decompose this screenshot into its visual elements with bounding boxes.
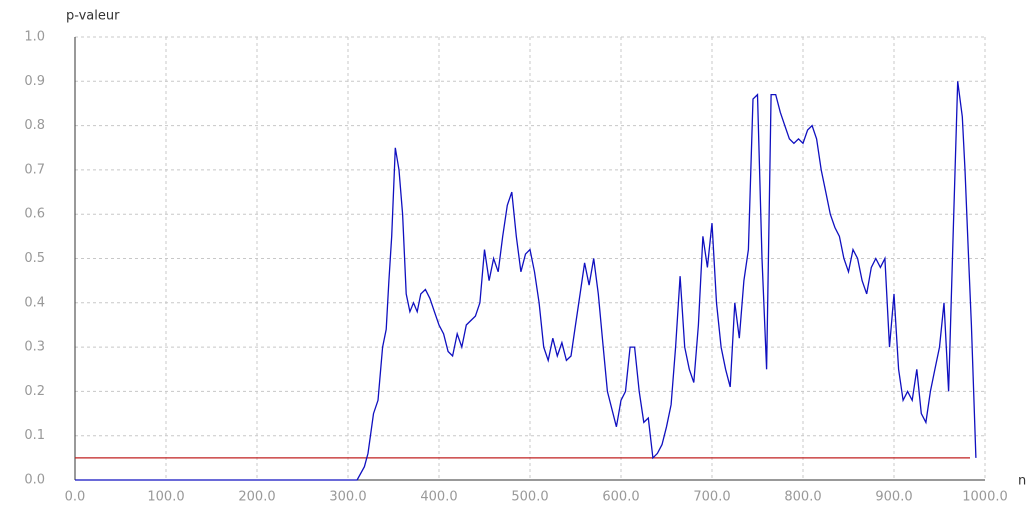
x-tick-label: 0.0 <box>65 490 86 505</box>
x-tick-label: 800.0 <box>784 490 821 505</box>
y-tick-label: 0.6 <box>24 207 45 222</box>
x-axis-label: n <box>1018 474 1026 489</box>
p-value-line <box>75 81 977 481</box>
x-tick-label: 900.0 <box>875 490 912 505</box>
x-tick-label: 500.0 <box>511 490 548 505</box>
y-tick-label: 0.7 <box>24 162 45 177</box>
x-tick-label: 700.0 <box>693 490 730 505</box>
x-tick-label: 200.0 <box>238 490 275 505</box>
x-tick-label: 100.0 <box>147 490 184 505</box>
y-axis-label: p-valeur <box>66 9 120 24</box>
y-tick-label: 0.3 <box>24 340 45 355</box>
y-tick-label: 0.9 <box>24 74 45 89</box>
y-tick-label: 0.2 <box>24 384 45 399</box>
y-tick-label: 0.1 <box>24 428 45 443</box>
x-tick-label: 600.0 <box>602 490 639 505</box>
x-tick-label: 300.0 <box>329 490 366 505</box>
y-tick-label: 0.4 <box>24 295 45 310</box>
y-tick-label: 0.0 <box>24 473 45 488</box>
y-tick-label: 0.5 <box>24 251 45 266</box>
y-tick-label: 0.8 <box>24 118 45 133</box>
x-tick-label: 400.0 <box>420 490 457 505</box>
x-tick-label: 1000.0 <box>962 490 1008 505</box>
y-tick-label: 1.0 <box>24 30 45 45</box>
